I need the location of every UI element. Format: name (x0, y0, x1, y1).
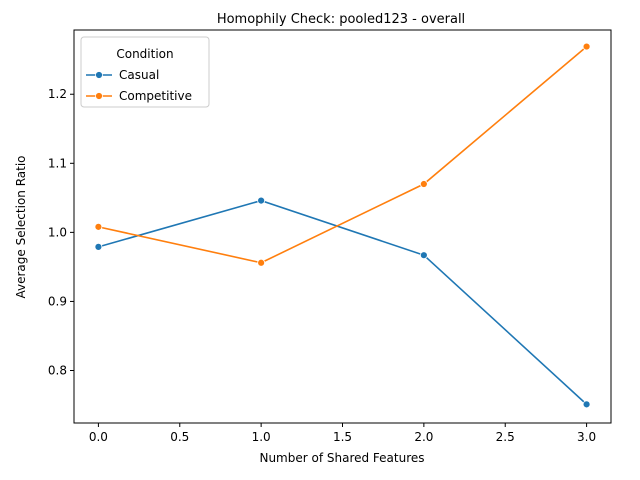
x-axis: 0.0 0.5 1.0 1.5 2.0 2.5 3.0 (89, 423, 596, 444)
legend-title: Condition (116, 47, 173, 61)
data-point-casual (257, 196, 266, 205)
legend-marker-competitive (95, 92, 103, 100)
x-tick-label: 2.5 (496, 430, 515, 444)
x-tick-label: 1.0 (252, 430, 271, 444)
legend-label-competitive: Competitive (119, 89, 192, 103)
legend-label-casual: Casual (119, 68, 159, 82)
y-tick-label: 0.8 (48, 364, 67, 378)
data-point-competitive (257, 258, 266, 267)
chart-title: Homophily Check: pooled123 - overall (217, 12, 465, 27)
y-tick-label: 1.1 (48, 156, 67, 170)
y-axis: 0.8 0.9 1.0 1.1 1.2 (48, 87, 74, 378)
y-tick-label: 0.9 (48, 294, 67, 308)
y-tick-label: 1.2 (48, 87, 67, 101)
data-point-casual (419, 251, 428, 260)
y-tick-label: 1.0 (48, 225, 67, 239)
x-axis-label: Number of Shared Features (259, 451, 424, 465)
data-point-competitive (419, 180, 428, 188)
data-point-casual (94, 242, 103, 251)
x-tick-label: 2.0 (414, 430, 433, 444)
x-tick-label: 0.0 (89, 430, 108, 444)
legend-box (80, 36, 210, 108)
data-point-casual (582, 400, 591, 409)
legend: Condition Casual Competitive (80, 36, 210, 108)
data-point-competitive (94, 222, 103, 231)
plot-area (94, 42, 591, 409)
y-axis-label: Average Selection Ratio (14, 155, 28, 298)
data-point-competitive (582, 42, 591, 51)
x-tick-label: 0.5 (170, 430, 189, 444)
legend-marker-casual (95, 71, 103, 79)
series-line-competitive (98, 45, 588, 264)
x-tick-label: 1.5 (333, 430, 352, 444)
series-line-casual (98, 199, 588, 405)
x-tick-label: 3.0 (577, 430, 596, 444)
